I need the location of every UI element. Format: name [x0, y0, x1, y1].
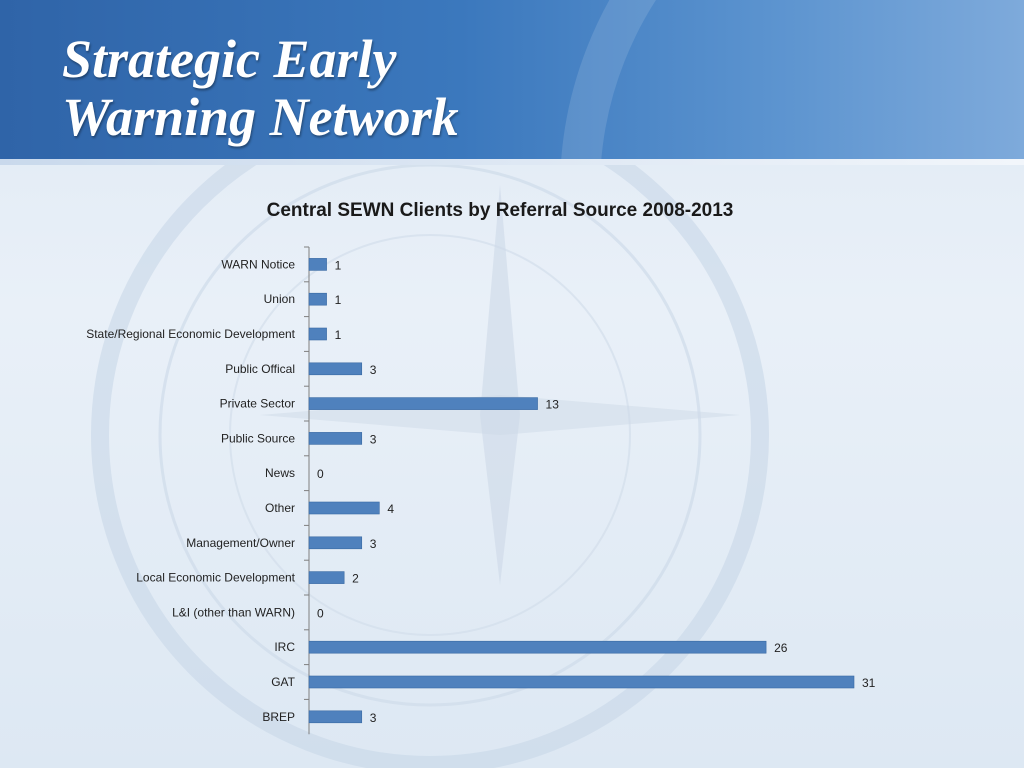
- category-label: WARN Notice: [221, 257, 295, 271]
- category-label: L&I (other than WARN): [172, 605, 295, 619]
- banner-band: [0, 159, 1024, 165]
- category-label: State/Regional Economic Development: [86, 327, 295, 341]
- data-label: 0: [317, 467, 324, 481]
- data-label: 1: [335, 328, 342, 342]
- data-label: 3: [370, 432, 377, 446]
- bar: [308, 362, 363, 376]
- page-title-line-2: Warning Network: [62, 87, 459, 147]
- data-label: 2: [352, 572, 359, 586]
- category-label: BREP: [262, 710, 295, 724]
- data-label: 3: [370, 363, 377, 377]
- bar-chart: WARN Notice 1 Union 1 State/Regional Economi…: [86, 246, 876, 735]
- data-label: 13: [546, 398, 560, 412]
- bar: [308, 292, 327, 306]
- data-label: 31: [862, 676, 876, 690]
- category-label: Union: [264, 292, 295, 306]
- category-label: Private Sector: [220, 397, 295, 411]
- page-title-line-1: Strategic Early: [62, 29, 397, 89]
- category-label: Public Source: [221, 431, 295, 445]
- category-label: Other: [265, 501, 295, 515]
- category-label: GAT: [271, 675, 295, 689]
- bar: [308, 640, 767, 654]
- data-label: 3: [370, 711, 377, 725]
- banner-decoration: [560, 0, 1024, 165]
- chart-title: Central SEWN Clients by Referral Source …: [266, 200, 734, 221]
- bar: [308, 536, 363, 550]
- bar: [308, 675, 855, 689]
- title-banner: Strategic Early Warning Network: [0, 0, 1024, 165]
- data-label: 4: [387, 502, 394, 516]
- bar: [308, 710, 363, 724]
- bar: [308, 571, 345, 584]
- category-label: IRC: [274, 640, 295, 654]
- bar: [308, 327, 327, 341]
- bar: [308, 501, 380, 515]
- data-label: 0: [317, 606, 324, 620]
- data-label: 1: [335, 258, 342, 272]
- data-label: 3: [370, 537, 377, 551]
- category-label: News: [265, 466, 295, 480]
- category-label: Management/Owner: [186, 536, 295, 550]
- data-label: 1: [335, 293, 342, 307]
- page-title: Strategic Early Warning Network: [62, 30, 459, 146]
- bar: [308, 397, 538, 410]
- category-label: Local Economic Development: [136, 571, 295, 585]
- data-label: 26: [774, 641, 788, 655]
- category-label: Public Offical: [225, 362, 295, 376]
- bar: [308, 258, 327, 271]
- bar: [308, 432, 363, 445]
